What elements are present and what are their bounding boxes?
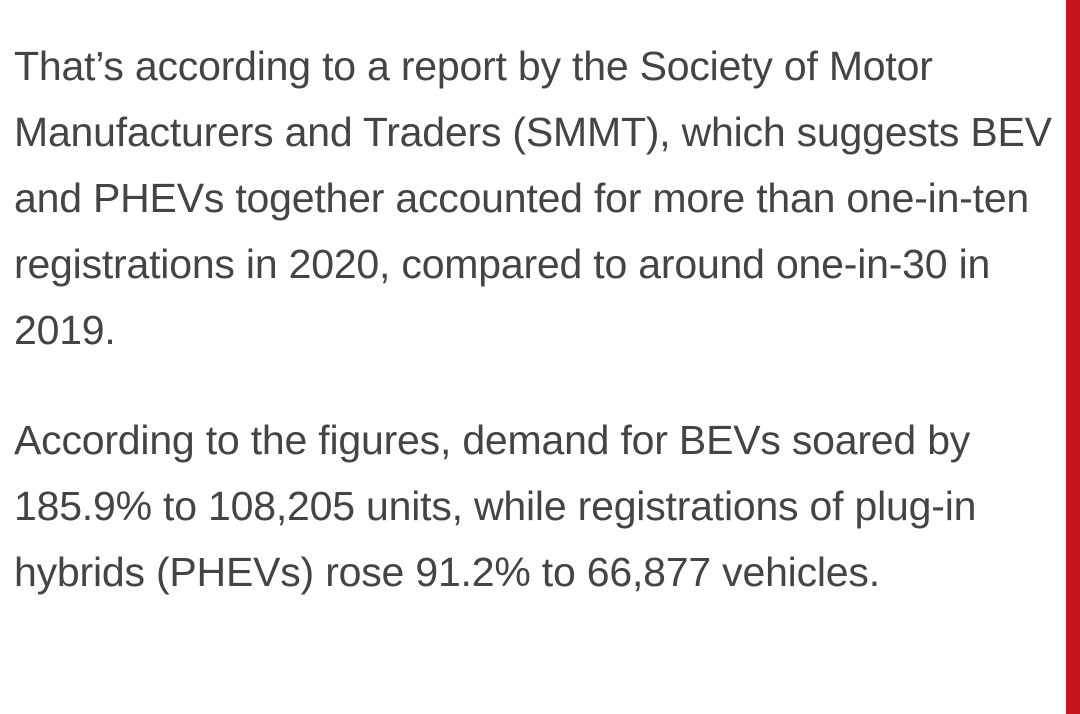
paragraph-registration-figures: According to the figures, demand for BEV… [14, 417, 977, 595]
paragraph-smmt-report: That’s according to a report by the Soci… [14, 43, 1052, 353]
article-body: That’s according to a report by the Soci… [14, 33, 1054, 605]
accent-side-bar [1066, 0, 1080, 714]
